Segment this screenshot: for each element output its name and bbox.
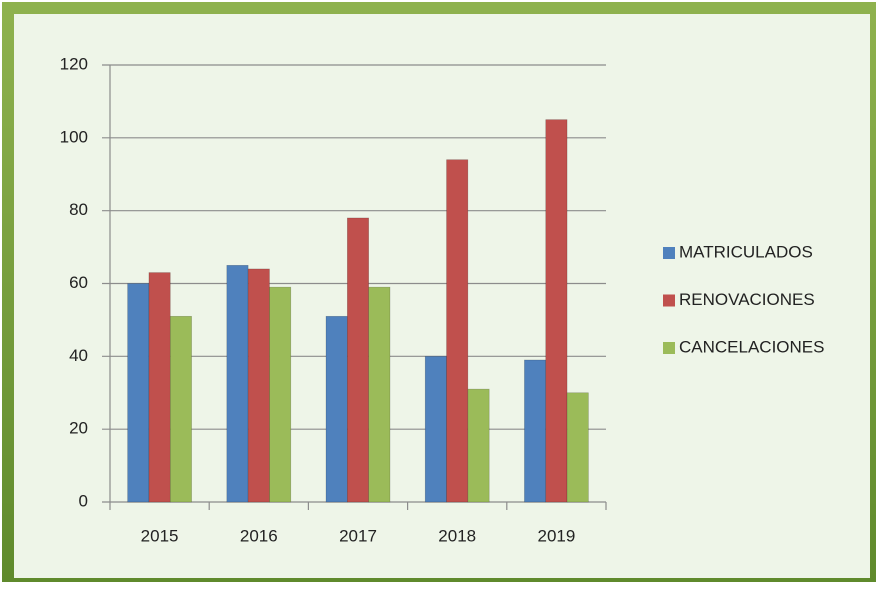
x-tick-label: 2016 bbox=[240, 526, 278, 545]
bar bbox=[545, 119, 568, 503]
legend-swatch bbox=[663, 247, 675, 259]
bar bbox=[347, 217, 369, 503]
bar bbox=[269, 286, 292, 503]
bar bbox=[169, 315, 192, 503]
bar bbox=[247, 268, 270, 503]
bar bbox=[368, 286, 391, 503]
legend-label: MATRICULADOS bbox=[679, 242, 813, 261]
x-tick-label: 2015 bbox=[141, 526, 179, 545]
y-tick-label: 100 bbox=[60, 127, 88, 146]
legend-label: RENOVACIONES bbox=[679, 290, 815, 309]
y-tick-label: 120 bbox=[60, 54, 88, 73]
y-tick-label: 60 bbox=[69, 273, 88, 292]
bar bbox=[446, 159, 469, 503]
y-tick-label: 40 bbox=[69, 346, 88, 365]
legend-swatch bbox=[663, 294, 675, 307]
x-tick-label: 2017 bbox=[339, 526, 377, 545]
x-tick-label: 2018 bbox=[438, 526, 476, 545]
bar bbox=[127, 283, 150, 503]
bar bbox=[226, 264, 249, 503]
y-tick-label: 20 bbox=[69, 419, 88, 438]
bar bbox=[467, 388, 490, 503]
bar bbox=[148, 272, 171, 503]
bar bbox=[566, 392, 589, 503]
bar bbox=[325, 315, 348, 503]
x-tick-label: 2019 bbox=[537, 526, 575, 545]
legend-swatch bbox=[663, 342, 675, 354]
legend-label: CANCELACIONES bbox=[679, 337, 824, 356]
y-tick-label: 80 bbox=[69, 200, 88, 219]
bar bbox=[524, 359, 547, 503]
y-tick-label: 0 bbox=[79, 491, 88, 510]
bar bbox=[424, 356, 447, 503]
